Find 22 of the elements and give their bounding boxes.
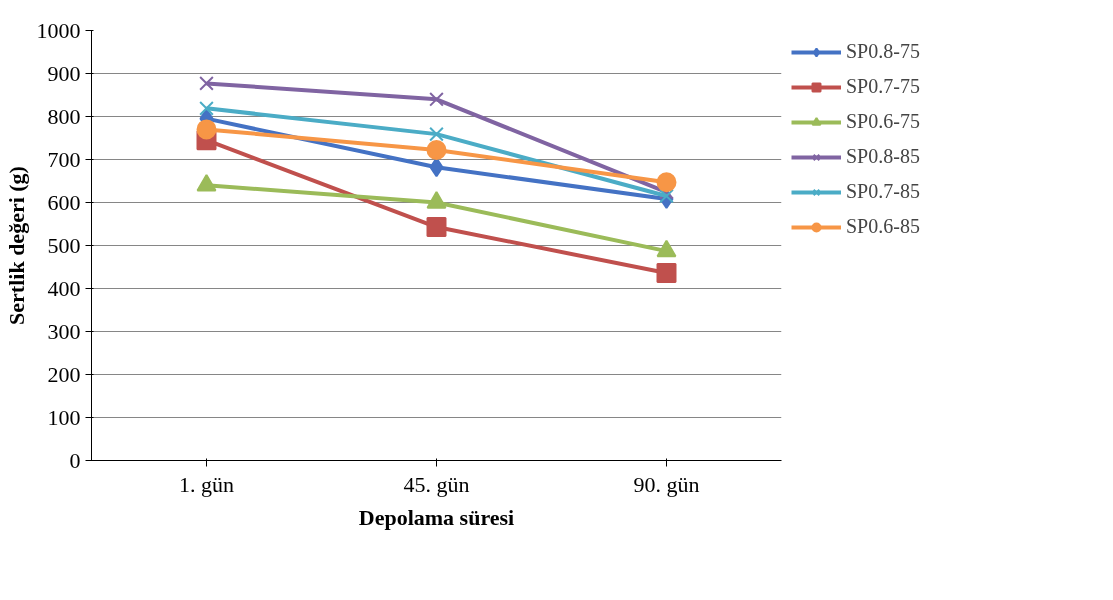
y-tick-label: 800 — [47, 103, 81, 129]
legend-label: SP0.6-85 — [846, 215, 920, 238]
x-axis-title: Depolama süresi — [358, 504, 515, 530]
x-tick-label: 90. gün — [633, 471, 700, 497]
y-tick-label: 200 — [47, 361, 81, 387]
y-tick-label: 900 — [47, 60, 81, 86]
y-tick-label: 400 — [47, 275, 81, 301]
y-tick-label: 600 — [47, 189, 81, 215]
y-tick-label: 1000 — [36, 17, 81, 43]
legend-label: SP0.7-85 — [846, 180, 920, 203]
x-tick-label: 1. gün — [179, 471, 234, 497]
x-tick-label: 45. gün — [403, 471, 470, 497]
y-axis-title: Sertlik değeri (g) — [3, 166, 29, 325]
legend-label: SP0.6-75 — [846, 110, 920, 133]
legend-label: SP0.7-75 — [846, 75, 920, 98]
y-tick-label: 700 — [47, 146, 81, 172]
legend-label: SP0.8-75 — [846, 40, 920, 63]
y-tick-label: 100 — [47, 404, 81, 430]
y-tick-label: 0 — [69, 447, 81, 473]
y-tick-label: 500 — [47, 232, 81, 258]
legend-label: SP0.8-85 — [846, 145, 920, 168]
y-tick-label: 300 — [47, 318, 81, 344]
